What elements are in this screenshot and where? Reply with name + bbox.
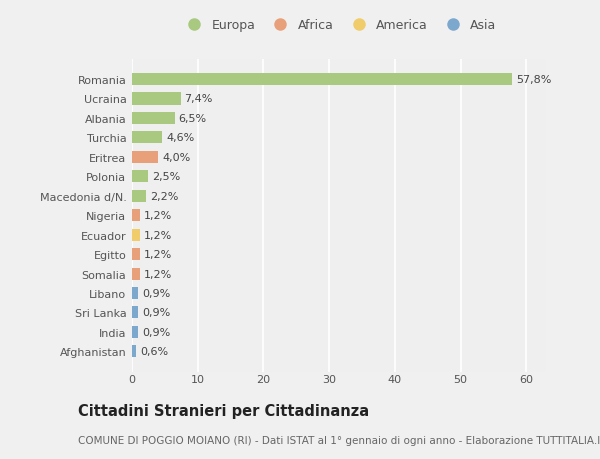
Legend: Europa, Africa, America, Asia: Europa, Africa, America, Asia — [181, 19, 497, 32]
Bar — [132, 93, 181, 105]
Text: 4,0%: 4,0% — [162, 152, 190, 162]
Bar — [132, 74, 512, 86]
Text: 0,9%: 0,9% — [142, 288, 170, 298]
Text: 2,5%: 2,5% — [152, 172, 181, 182]
Text: 0,9%: 0,9% — [142, 327, 170, 337]
Bar — [132, 248, 140, 261]
Text: 1,2%: 1,2% — [144, 250, 172, 259]
Text: 57,8%: 57,8% — [516, 75, 551, 85]
Text: COMUNE DI POGGIO MOIANO (RI) - Dati ISTAT al 1° gennaio di ogni anno - Elaborazi: COMUNE DI POGGIO MOIANO (RI) - Dati ISTA… — [78, 435, 600, 445]
Text: 7,4%: 7,4% — [185, 94, 213, 104]
Text: 4,6%: 4,6% — [166, 133, 194, 143]
Text: 2,2%: 2,2% — [151, 191, 179, 202]
Text: 1,2%: 1,2% — [144, 211, 172, 221]
Bar — [132, 151, 158, 163]
Bar — [132, 268, 140, 280]
Bar — [132, 307, 138, 319]
Text: 6,5%: 6,5% — [179, 114, 207, 123]
Bar — [132, 210, 140, 222]
Bar — [132, 287, 138, 299]
Text: 1,2%: 1,2% — [144, 269, 172, 279]
Bar — [132, 326, 138, 338]
Text: 0,6%: 0,6% — [140, 347, 168, 357]
Bar — [132, 190, 146, 202]
Bar — [132, 132, 162, 144]
Bar — [132, 229, 140, 241]
Bar — [132, 171, 148, 183]
Bar — [132, 112, 175, 125]
Text: 0,9%: 0,9% — [142, 308, 170, 318]
Bar — [132, 346, 136, 358]
Text: 1,2%: 1,2% — [144, 230, 172, 240]
Text: Cittadini Stranieri per Cittadinanza: Cittadini Stranieri per Cittadinanza — [78, 403, 369, 419]
